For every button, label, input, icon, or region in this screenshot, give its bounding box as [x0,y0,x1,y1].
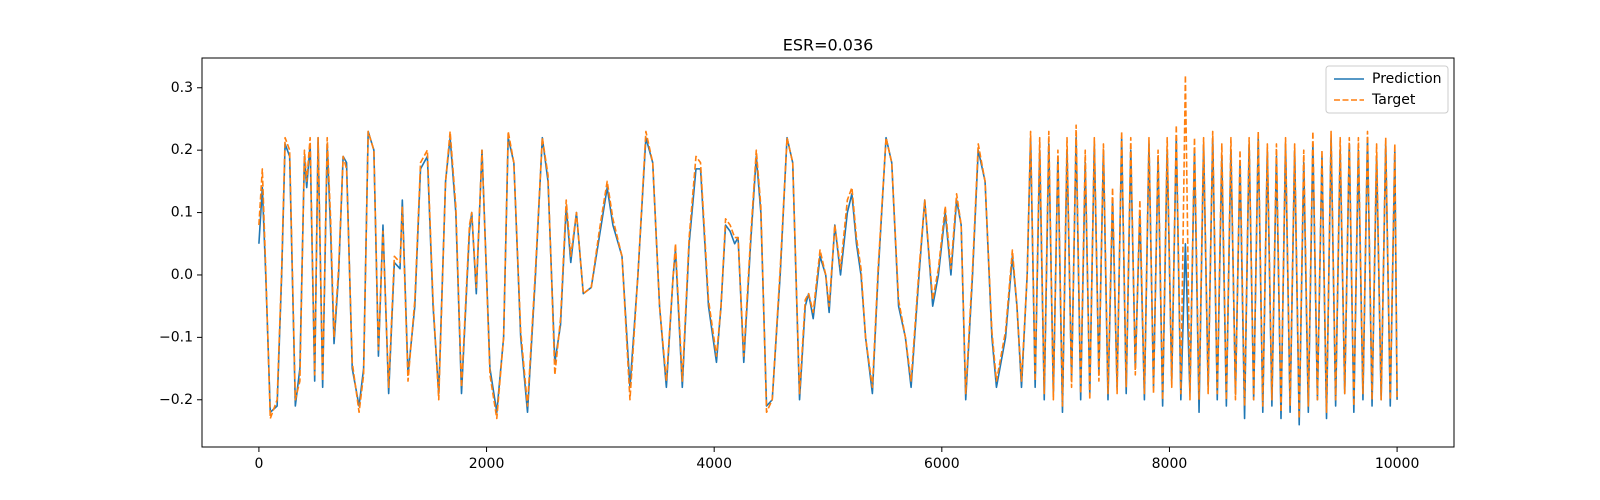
series-line [258,74,1398,420]
legend-box [1325,65,1449,114]
x-tick-label: 0 [254,456,263,472]
plot-frame [201,57,1455,448]
y-tick-label: −0.2 [159,392,193,408]
x-tick-label: 10000 [1375,456,1420,472]
legend-label: Prediction [1372,71,1442,87]
x-tick-label: 4000 [696,456,732,472]
y-tick-label: 0.1 [171,205,193,221]
y-tick-label: 0.0 [171,267,193,283]
chart-title: ESR=0.036 [783,36,874,55]
x-tick-label: 8000 [1152,456,1188,472]
y-tick-label: −0.1 [159,329,193,345]
legend-label: Target [1371,92,1416,108]
y-tick-label: 0.2 [171,142,193,158]
x-tick-label: 2000 [469,456,505,472]
x-tick-label: 6000 [924,456,960,472]
y-tick-label: 0.3 [171,80,193,96]
